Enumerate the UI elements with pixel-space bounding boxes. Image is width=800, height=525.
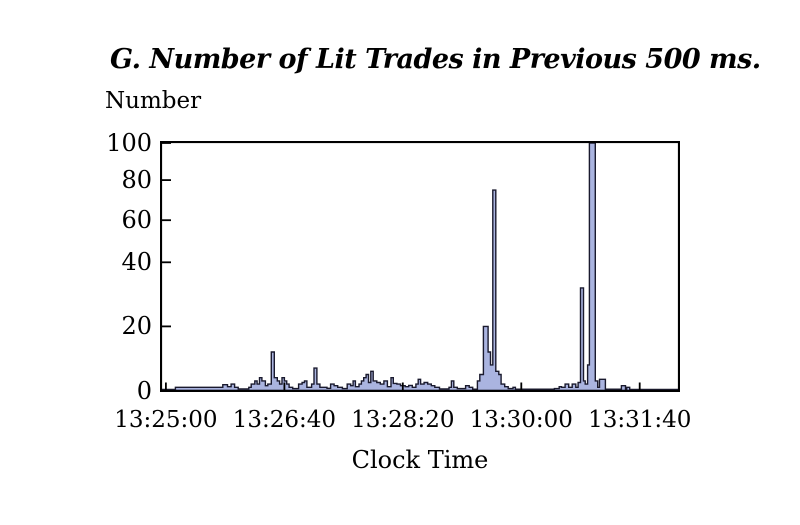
- x-tick-label: 13:26:40: [232, 407, 337, 433]
- x-axis-title: Clock Time: [351, 446, 489, 474]
- plot-area: [160, 141, 680, 392]
- y-tick-label: 80: [121, 166, 152, 195]
- y-tick-label: 60: [121, 206, 152, 235]
- y-tick-label: 100: [106, 129, 152, 157]
- x-tick-label: 13:25:00: [114, 407, 218, 433]
- y-tick-label: 0: [136, 376, 152, 405]
- x-tick-label: 13:28:20: [351, 407, 455, 433]
- y-axis-title: Number: [105, 88, 202, 114]
- plot-frame: [160, 141, 680, 392]
- x-tick-label: 13:31:40: [588, 407, 692, 433]
- y-tick-label: 20: [121, 312, 152, 341]
- y-tick-label: 40: [121, 248, 152, 277]
- chart-title: G. Number of Lit Trades in Previous 500 …: [110, 44, 761, 75]
- trade-count-series: [160, 142, 680, 392]
- x-tick-label: 13:30:00: [469, 407, 573, 433]
